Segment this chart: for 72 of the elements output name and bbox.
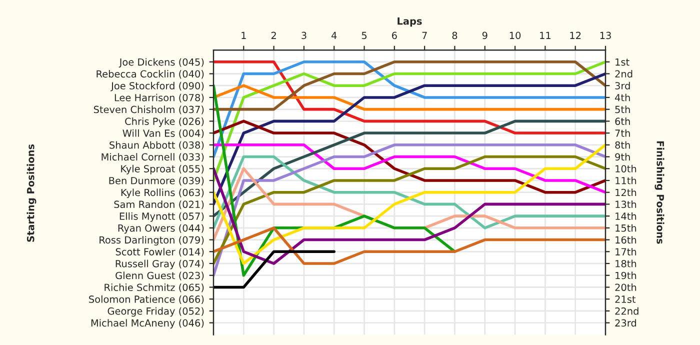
- y-tick-label: 20th: [615, 284, 636, 292]
- x-tick-label: 12: [570, 32, 581, 39]
- y-axis-title: Finishing Positions: [654, 141, 664, 244]
- y-tick-label: 22nd: [615, 307, 638, 315]
- category-label: Lee Harrison (078): [114, 94, 204, 102]
- category-label: Joe Dickens (045): [118, 58, 204, 68]
- category-label: Ryan Owers (044): [118, 224, 204, 234]
- y-tick-label: 12th: [616, 188, 636, 196]
- x-tick-label: 5: [362, 32, 367, 40]
- y-tick-label: 7th: [615, 129, 630, 137]
- y-tick-label: 13th: [616, 200, 636, 208]
- line-series: [214, 120, 606, 218]
- y-tick-label: 10th: [616, 164, 636, 172]
- y-tick-label: 6th: [615, 117, 630, 126]
- category-label: George Friday (052): [108, 307, 204, 317]
- category-label: Sam Randon (021): [114, 200, 204, 210]
- y-tick-label: 14th: [616, 212, 636, 220]
- x-tick-label: 13: [600, 32, 611, 40]
- category-label: Michael McAneny (046): [91, 319, 204, 329]
- y-tick-label: 5th: [615, 106, 630, 114]
- y-tick-label: 4th: [615, 94, 630, 102]
- category-label: Rebecca Cocklin (040): [96, 70, 204, 79]
- category-label: Ellis Mynott (057): [120, 212, 204, 222]
- category-label: Ben Dunmore (039): [109, 176, 204, 186]
- x-tick-label: 8: [452, 32, 458, 40]
- y-tick-label: 2nd: [615, 70, 632, 78]
- category-label: Shaun Abbott (038): [110, 141, 204, 150]
- y-tick-label: 15th: [616, 224, 636, 232]
- x-tick-label: 7: [422, 32, 427, 39]
- category-label: Michael Cornell (033): [102, 153, 204, 162]
- y-tick-label: 19th: [616, 272, 636, 280]
- category-label: Ross Darlington (079): [100, 236, 204, 246]
- x-tick-label: 3: [302, 32, 306, 40]
- x-tick-label: 1: [242, 32, 246, 39]
- x-axis-title: Laps: [398, 18, 422, 27]
- line-series: [214, 120, 606, 194]
- x-tick-label: 4: [332, 32, 337, 39]
- category-label: Steven Chisholm (037): [94, 106, 204, 114]
- category-label: Will Van Es (004): [122, 129, 204, 138]
- line-series: [214, 60, 606, 111]
- y-tick-label: 16th: [616, 236, 636, 244]
- y-tick-label: 9th: [615, 153, 630, 161]
- line-series: [214, 144, 606, 194]
- x-tick-label: 9: [482, 32, 488, 40]
- x-tick-label: 2: [271, 32, 276, 39]
- y-tick-label: 3rd: [615, 82, 630, 90]
- x-tick-label: 10: [510, 32, 521, 40]
- y-tick-label: 17th: [616, 248, 636, 256]
- category-label: Chris Pyke (026): [125, 117, 204, 127]
- line-series: [214, 226, 606, 265]
- category-label: Richie Schmitz (065): [104, 284, 204, 292]
- category-label: Solomon Patience (066): [89, 295, 204, 304]
- line-series: [214, 155, 606, 230]
- y-tick-label: 11th: [616, 176, 636, 184]
- line-series: [214, 60, 606, 182]
- y-tick-label: 1st: [616, 58, 630, 66]
- text: Starting Positions: [26, 144, 36, 242]
- category-label: Glenn Guest (023): [116, 272, 204, 280]
- category-label: Kyle Rollins (063): [121, 188, 204, 198]
- category-label: Scott Fowler (014): [116, 248, 204, 257]
- y-tick-label: 21st: [615, 296, 636, 303]
- category-label: Kyle Sproat (055): [121, 164, 204, 174]
- line-series: [214, 72, 606, 206]
- y-tick-label: 18th: [616, 260, 636, 268]
- x-tick-label: 6: [392, 32, 397, 40]
- y-tick-label: 8th: [615, 141, 630, 149]
- y-tick-label: 23rd: [615, 319, 636, 327]
- line-series: [214, 60, 606, 134]
- line-series: [214, 60, 606, 158]
- x-tick-label: 11: [540, 32, 550, 39]
- category-label: Joe Stockford (090): [110, 82, 204, 92]
- category-label: Russell Gray (074): [116, 260, 204, 270]
